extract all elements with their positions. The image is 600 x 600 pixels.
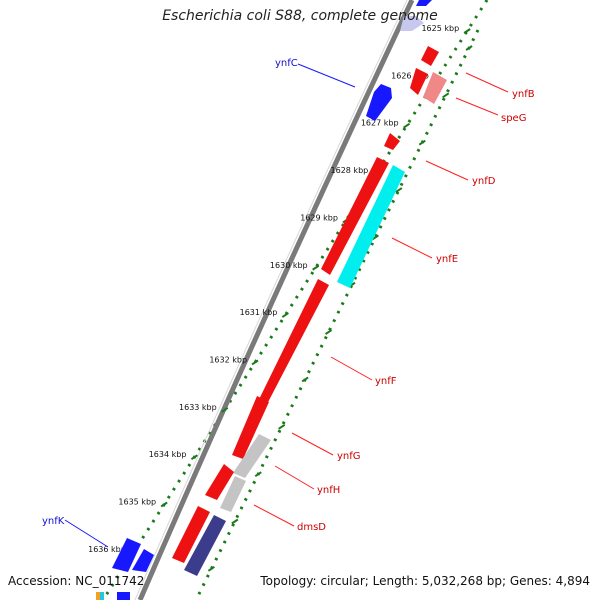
gene-label-ynfH: ynfH bbox=[317, 485, 340, 496]
label-leaders bbox=[253, 72, 509, 527]
gene-arrow-speG bbox=[423, 72, 447, 104]
tick-label-1636: 1636 kbp bbox=[88, 545, 126, 554]
map-title: Escherichia coli S88, complete genome bbox=[162, 8, 438, 24]
accession-text: Accession: NC_011742 bbox=[8, 574, 145, 588]
genome-summary-text: Topology: circular; Length: 5,032,268 bp… bbox=[260, 574, 590, 588]
inner-tick-mark bbox=[301, 376, 309, 383]
tick-label-1629: 1629 kbp bbox=[300, 213, 338, 222]
tick-mark-1635 bbox=[160, 501, 168, 508]
tick-label-1627: 1627 kbp bbox=[361, 119, 399, 128]
tick-label-1630: 1630 kbp bbox=[270, 261, 308, 270]
feature-gray-ynfG bbox=[233, 434, 271, 478]
gene-strip-blue bbox=[117, 592, 130, 600]
tick-mark-1633 bbox=[221, 406, 229, 413]
gene-arrow-top-blue bbox=[416, 0, 432, 6]
tick-label-1626: 1626 kbp bbox=[391, 71, 429, 80]
tick-label-1631: 1631 kbp bbox=[240, 308, 278, 317]
leader-ynfC bbox=[297, 63, 356, 88]
gene-label-ynfF: ynfF bbox=[375, 376, 397, 387]
tick-label-1628: 1628 kbp bbox=[331, 166, 369, 175]
gene-arrow-ynfC bbox=[366, 84, 392, 121]
gene-label-ynfE: ynfE bbox=[436, 254, 458, 265]
tick-mark-1625 bbox=[463, 28, 471, 34]
gene-label-dmsD: dmsD bbox=[297, 522, 326, 533]
gene-arrow-ynfH bbox=[205, 464, 234, 500]
inner-tick-mark bbox=[254, 471, 262, 477]
gene-label-ynfC: ynfC bbox=[275, 58, 298, 69]
tick-mark-1627 bbox=[402, 122, 411, 129]
leader-ynfK bbox=[64, 519, 109, 548]
inner-tick-mark bbox=[418, 139, 426, 146]
feature-gray-dmsD bbox=[220, 476, 246, 512]
leader-ynfF bbox=[330, 356, 373, 381]
gene-arrow-ynfG bbox=[232, 396, 269, 459]
gene-label-ynfB: ynfB bbox=[512, 89, 535, 100]
tick-label-1625: 1625 kbp bbox=[421, 24, 459, 33]
tick-mark-1631 bbox=[281, 312, 289, 318]
inner-tick-mark bbox=[231, 518, 239, 525]
inner-tick-mark bbox=[278, 423, 286, 430]
leader-ynfE bbox=[391, 237, 433, 259]
gene-arrow-ynfK-2 bbox=[132, 549, 154, 572]
tick-label-1632: 1632 kbp bbox=[209, 355, 247, 364]
gene-strip-cyan bbox=[100, 592, 104, 600]
gene-arrow-ynfB-b bbox=[410, 68, 428, 95]
genome-backbone-highlight bbox=[134, 0, 408, 600]
inner-dotted-track bbox=[194, 29, 480, 600]
genome-backbone bbox=[137, 0, 415, 600]
tick-label-1633: 1633 kbp bbox=[179, 403, 217, 412]
gene-arrow-ynfF bbox=[245, 279, 329, 433]
feature-navy bbox=[184, 515, 226, 576]
forward-genes bbox=[96, 0, 432, 600]
gene-label-speG: speG bbox=[501, 113, 526, 124]
inner-tick-mark bbox=[207, 566, 215, 572]
leader-ynfB bbox=[465, 72, 509, 93]
leader-ynfH bbox=[274, 465, 315, 490]
gene-arrow-top-faint bbox=[400, 16, 424, 31]
tick-mark-1630 bbox=[312, 264, 320, 271]
feature-cyan bbox=[337, 165, 405, 288]
gene-arrow-ynfE bbox=[321, 157, 389, 275]
inner-tick-mark bbox=[442, 92, 450, 99]
inner-tick-mark bbox=[395, 187, 403, 193]
leader-ynfG bbox=[291, 432, 334, 456]
gene-arrow-ynfB-a bbox=[421, 46, 439, 66]
tick-mark-1634 bbox=[190, 454, 198, 460]
leader-dmsD bbox=[253, 504, 295, 527]
gene-label-ynfG: ynfG bbox=[337, 451, 361, 462]
tick-label-1634: 1634 kbp bbox=[149, 450, 187, 459]
leader-ynfD bbox=[425, 160, 469, 181]
gene-arrow-ynfK bbox=[112, 538, 141, 572]
label-leaders-forward bbox=[64, 63, 356, 548]
inner-tick-mark bbox=[465, 45, 473, 51]
inner-tick-mark bbox=[371, 234, 379, 241]
gene-arrow-ynfD bbox=[384, 133, 400, 150]
leader-speG bbox=[455, 97, 499, 116]
tick-label-1635: 1635 kbp bbox=[118, 498, 156, 507]
gene-strip-orange bbox=[96, 592, 100, 600]
tick-marks-group: 1625 kbp 1626 kbp 1627 kbp 1628 kbp 1629 kbp… bbox=[88, 24, 473, 572]
gene-label-ynfD: ynfD bbox=[472, 176, 496, 187]
gene-label-ynfK: ynfK bbox=[42, 516, 65, 527]
inner-tick-mark bbox=[324, 329, 333, 335]
gene-arrow-dmsD bbox=[172, 506, 210, 563]
tick-mark-1632 bbox=[251, 359, 259, 366]
reverse-genes bbox=[172, 46, 447, 576]
